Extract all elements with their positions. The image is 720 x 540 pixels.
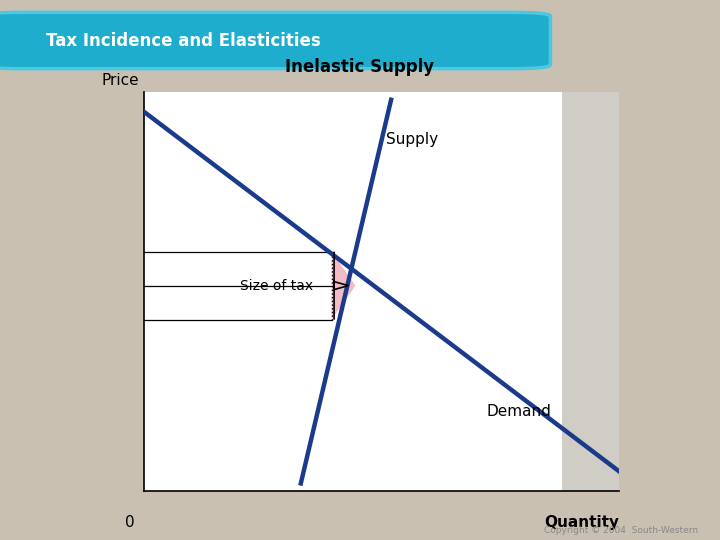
FancyBboxPatch shape	[0, 12, 550, 69]
Text: Supply: Supply	[387, 132, 438, 147]
Text: Quantity: Quantity	[544, 515, 619, 530]
Text: Inelastic Supply: Inelastic Supply	[285, 58, 435, 77]
Text: Size of tax: Size of tax	[240, 279, 312, 293]
Text: Tax Incidence and Elasticities: Tax Incidence and Elasticities	[46, 32, 321, 50]
Text: Demand: Demand	[486, 404, 551, 419]
Text: Price: Price	[102, 73, 139, 88]
Text: Copyright © 2004  South-Western: Copyright © 2004 South-Western	[544, 525, 698, 535]
Polygon shape	[562, 92, 619, 491]
Text: 0: 0	[125, 515, 135, 530]
Polygon shape	[332, 252, 356, 320]
